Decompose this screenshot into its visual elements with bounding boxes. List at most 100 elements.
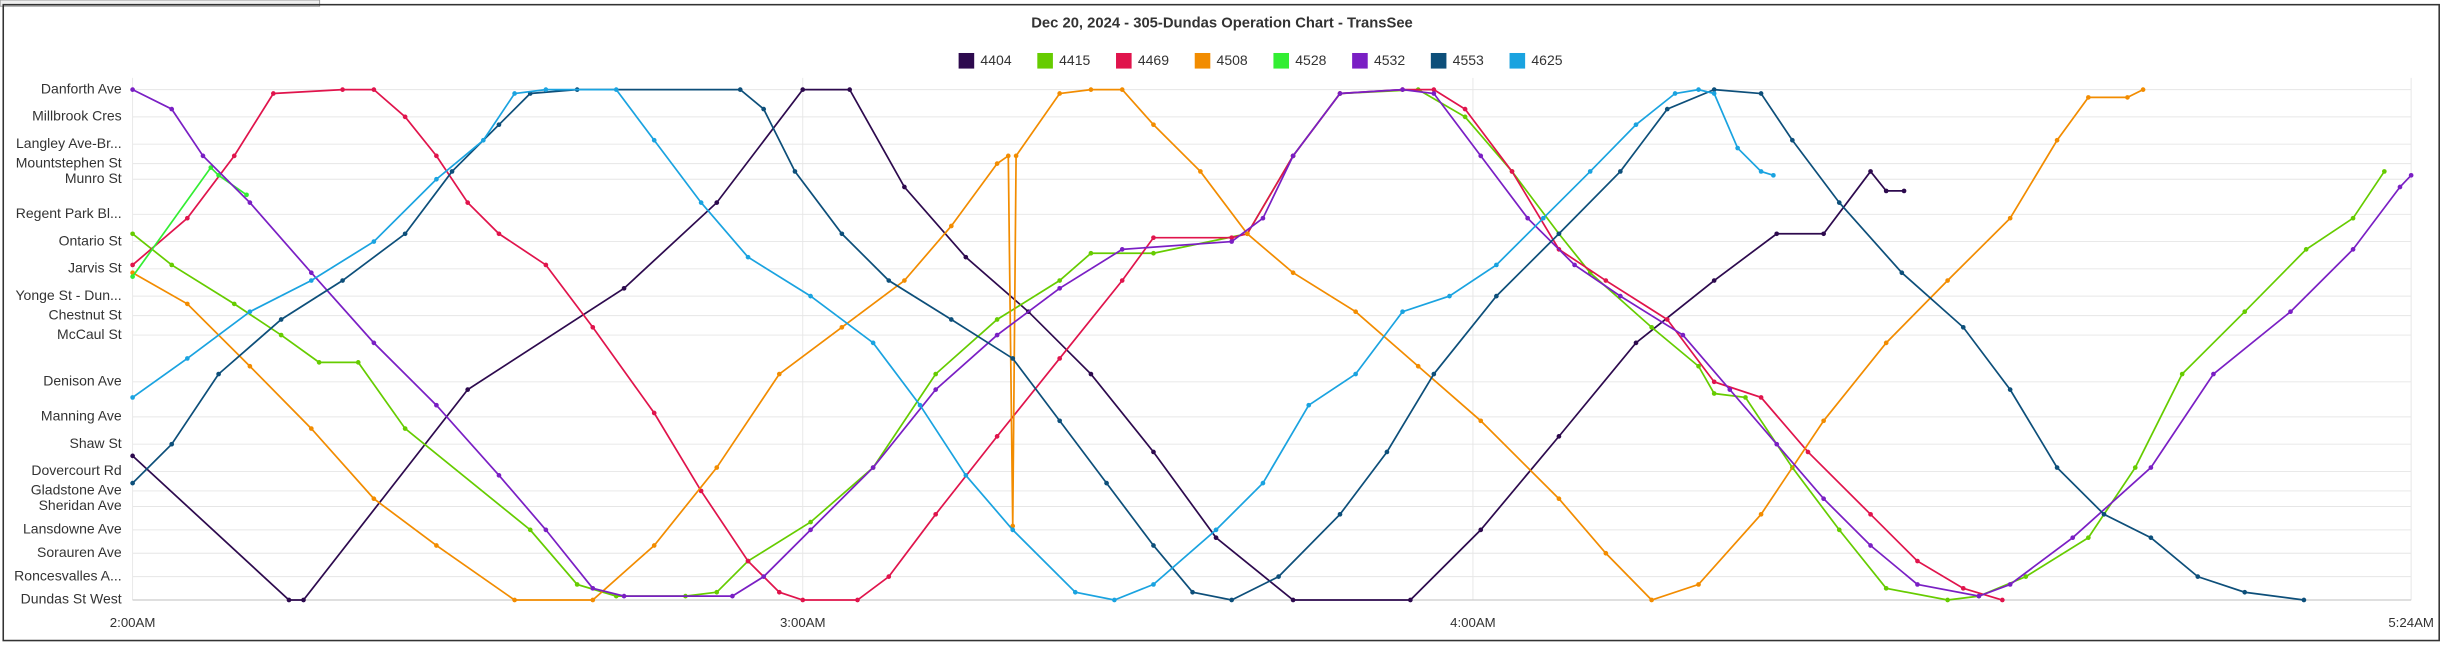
data-point bbox=[776, 371, 782, 377]
data-point bbox=[1229, 235, 1235, 241]
data-point bbox=[1337, 91, 1343, 96]
data-point bbox=[543, 527, 549, 533]
data-point bbox=[286, 597, 292, 603]
data-point bbox=[1462, 114, 1468, 120]
legend-swatch[interactable] bbox=[958, 52, 975, 69]
data-point bbox=[1462, 106, 1468, 112]
data-point bbox=[886, 278, 892, 283]
series-line bbox=[131, 166, 248, 278]
data-point bbox=[1774, 231, 1780, 237]
data-point bbox=[839, 324, 845, 330]
data-point bbox=[1151, 122, 1156, 128]
chart-title: Dec 20, 2024 - 305-Dundas Operation Char… bbox=[1031, 15, 1413, 31]
data-point bbox=[1290, 270, 1296, 276]
data-point bbox=[1151, 449, 1156, 455]
data-point bbox=[184, 301, 190, 307]
data-point bbox=[2086, 95, 2091, 100]
x-tick-label: 2:00AM bbox=[110, 615, 156, 630]
data-point bbox=[1494, 262, 1499, 268]
data-point bbox=[169, 106, 175, 112]
series bbox=[130, 87, 2005, 603]
data-point bbox=[1821, 418, 1826, 424]
data-point bbox=[1431, 371, 1437, 377]
data-point bbox=[1431, 87, 1437, 92]
legend-swatch[interactable] bbox=[1430, 52, 1447, 69]
data-point bbox=[2195, 574, 2201, 579]
data-point bbox=[1244, 231, 1250, 237]
legend-swatch[interactable] bbox=[1194, 52, 1211, 69]
data-point bbox=[902, 278, 907, 283]
data-point bbox=[1603, 278, 1609, 283]
data-point bbox=[247, 363, 253, 369]
data-point bbox=[1664, 317, 1670, 322]
data-point bbox=[839, 231, 845, 237]
data-point bbox=[847, 87, 853, 92]
data-point bbox=[434, 543, 439, 548]
series-line bbox=[132, 88, 2003, 601]
legend-label[interactable]: 4508 bbox=[1217, 52, 1248, 68]
data-point bbox=[714, 589, 720, 595]
series-line bbox=[132, 88, 2386, 601]
data-point bbox=[1509, 169, 1515, 174]
data-point bbox=[590, 597, 596, 603]
data-point bbox=[496, 122, 502, 128]
toolbar bbox=[0, 0, 321, 7]
data-point bbox=[792, 169, 798, 174]
data-point bbox=[200, 153, 206, 159]
data-point bbox=[1119, 87, 1125, 92]
legend-label[interactable]: 4553 bbox=[1453, 52, 1484, 68]
data-point bbox=[1633, 122, 1639, 128]
data-point bbox=[1229, 239, 1235, 244]
data-point bbox=[1711, 87, 1717, 92]
data-point bbox=[130, 262, 135, 268]
data-point bbox=[2054, 465, 2060, 470]
data-point bbox=[1556, 231, 1562, 237]
legend-label[interactable]: 4625 bbox=[1531, 52, 1562, 68]
data-point bbox=[231, 301, 237, 307]
legend-label[interactable]: 4469 bbox=[1138, 52, 1169, 68]
data-point bbox=[1525, 215, 1530, 221]
data-point bbox=[308, 426, 314, 431]
series bbox=[130, 87, 1907, 603]
data-point bbox=[2148, 535, 2154, 541]
data-point bbox=[480, 137, 486, 143]
y-tick-label: Regent Park Bl... bbox=[16, 205, 122, 221]
data-point bbox=[449, 169, 455, 174]
data-point bbox=[1198, 169, 1203, 174]
data-point bbox=[761, 106, 767, 112]
legend-swatch[interactable] bbox=[1352, 52, 1368, 69]
data-point bbox=[2007, 387, 2013, 392]
data-point bbox=[1587, 169, 1593, 174]
data-point bbox=[231, 153, 237, 159]
data-point bbox=[1680, 332, 1686, 338]
data-point bbox=[933, 511, 939, 517]
data-point bbox=[2288, 309, 2293, 315]
series-line bbox=[132, 88, 1905, 601]
data-point bbox=[2007, 215, 2013, 221]
legend-label[interactable]: 4415 bbox=[1059, 52, 1090, 68]
data-point bbox=[698, 200, 704, 205]
data-point bbox=[527, 527, 533, 533]
data-point bbox=[1400, 87, 1405, 92]
data-point bbox=[948, 223, 954, 229]
data-point bbox=[761, 574, 767, 579]
legend-swatch[interactable] bbox=[1116, 52, 1132, 69]
legend-label[interactable]: 4528 bbox=[1295, 52, 1326, 68]
y-tick-label: Shaw St bbox=[69, 435, 121, 451]
legend-label[interactable]: 4532 bbox=[1374, 52, 1405, 68]
data-point bbox=[2301, 597, 2307, 603]
data-point bbox=[271, 91, 276, 96]
legend-swatch[interactable] bbox=[1273, 52, 1290, 69]
data-point bbox=[308, 278, 314, 283]
data-point bbox=[1010, 523, 1016, 529]
data-point bbox=[1119, 247, 1125, 252]
legend-swatch[interactable] bbox=[1037, 52, 1053, 69]
data-point bbox=[402, 231, 408, 237]
data-point bbox=[355, 360, 361, 365]
data-point bbox=[247, 309, 253, 315]
data-point bbox=[2000, 597, 2005, 603]
legend-swatch[interactable] bbox=[1509, 52, 1526, 69]
legend-label[interactable]: 4404 bbox=[980, 52, 1011, 68]
data-point bbox=[1618, 293, 1623, 299]
data-point bbox=[1945, 278, 1950, 283]
